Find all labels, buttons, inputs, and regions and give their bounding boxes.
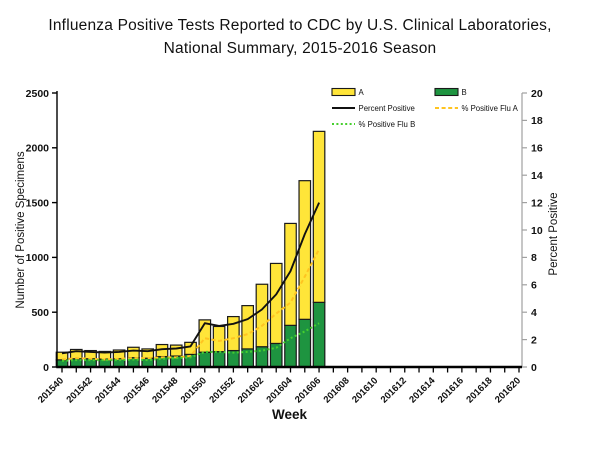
bar-segment-a — [127, 346, 140, 359]
right-axis-tick-label: 8 — [531, 252, 537, 264]
x-axis-tick-label: 201608 — [322, 375, 352, 405]
bar-segment-a — [198, 319, 212, 353]
right-axis-tick-label: 18 — [531, 115, 543, 127]
left-axis-tick-label: 2500 — [26, 88, 50, 100]
legend-label-b: B — [462, 88, 467, 97]
x-axis-tick-label: 201550 — [179, 375, 209, 405]
x-axis-tick-label: 201612 — [379, 375, 409, 405]
legend-label-pct-flu-b: % Positive Flu B — [359, 120, 416, 129]
bar-segment-a — [112, 349, 126, 360]
x-axis-tick-label: 201540 — [36, 375, 66, 405]
x-axis-tick-label: 201552 — [207, 375, 237, 405]
bar-segment-a — [269, 262, 283, 345]
bar-segment-b — [298, 318, 312, 368]
right-axis-tick-label: 10 — [531, 225, 543, 237]
bar-segment-b — [212, 351, 226, 368]
x-axis-tick-label: 201546 — [122, 375, 152, 405]
legend-label-pct-flu-a: % Positive Flu A — [462, 104, 519, 113]
right-axis-tick-label: 16 — [531, 143, 543, 155]
pct-positive-flu-b-line — [61, 322, 320, 362]
bar-segment-a — [284, 222, 297, 326]
x-axis-tick-label: 201606 — [293, 375, 323, 405]
bar-segment-b — [284, 324, 297, 368]
x-axis-title: Week — [272, 407, 308, 422]
bar-segment-a — [241, 305, 255, 350]
right-axis-tick-label: 20 — [531, 88, 543, 100]
bar-segment-a — [255, 283, 269, 348]
x-axis-tick-label: 201618 — [464, 375, 494, 405]
bar-segment-b — [255, 346, 269, 368]
legend-label-a: A — [359, 88, 365, 97]
bar-segment-a — [312, 130, 326, 303]
x-axis-tick-label: 201548 — [150, 375, 180, 405]
x-axis-tick-label: 201604 — [264, 375, 295, 406]
left-axis-tick-label: 2000 — [26, 143, 50, 155]
legend-label-percent-positive: Percent Positive — [359, 104, 415, 113]
chart-title-line1: Influenza Positive Tests Reported to CDC… — [48, 17, 552, 34]
chart-title-line2: National Summary, 2015-2016 Season — [163, 40, 437, 57]
stacked-bars — [55, 130, 326, 368]
x-axis-tick-label: 201602 — [236, 375, 266, 405]
left-axis-tick-label: 0 — [43, 362, 49, 374]
left-axis-tick-label: 500 — [31, 307, 49, 319]
x-axis-tick-label: 201616 — [436, 375, 466, 405]
bar-segment-a — [169, 344, 183, 357]
legend-swatch-b — [434, 87, 459, 97]
left-axis-tick-label: 1500 — [26, 197, 50, 209]
right-axis-tick-label: 14 — [531, 170, 543, 182]
x-axis-tick-label: 201610 — [350, 375, 380, 405]
right-axis-tick-label: 12 — [531, 197, 543, 209]
bar-segment-a — [212, 325, 226, 353]
x-axis-tick-label: 201614 — [407, 375, 438, 406]
right-axis-tick-label: 4 — [531, 307, 537, 319]
bar-segment-a — [184, 341, 197, 355]
left-axis-title: Number of Positive Specimens — [15, 151, 27, 308]
left-axis-tick-label: 1000 — [26, 252, 50, 264]
bar-segment-a — [298, 180, 312, 320]
right-axis-tick-label: 2 — [531, 334, 537, 346]
legend: A B Percent Positive % Positive Flu A % Posi… — [331, 87, 519, 129]
right-axis-tick-label: 0 — [531, 362, 537, 374]
pct-positive-flu-a-line — [61, 248, 320, 361]
x-axis-tick-label: 201542 — [64, 375, 94, 405]
x-axis-tick-label: 201620 — [493, 375, 523, 405]
right-axis-title: Percent Positive — [548, 192, 560, 275]
bar-segment-b — [312, 301, 326, 368]
bar-segment-b — [198, 351, 212, 368]
bar-segment-a — [227, 315, 240, 352]
percent-positive-line — [61, 202, 320, 355]
x-axis-tick-label: 201544 — [93, 375, 124, 406]
legend-swatch-a — [331, 87, 356, 97]
right-axis-tick-label: 6 — [531, 280, 537, 292]
chart-title: Influenza Positive Tests Reported to CDC… — [0, 14, 600, 60]
